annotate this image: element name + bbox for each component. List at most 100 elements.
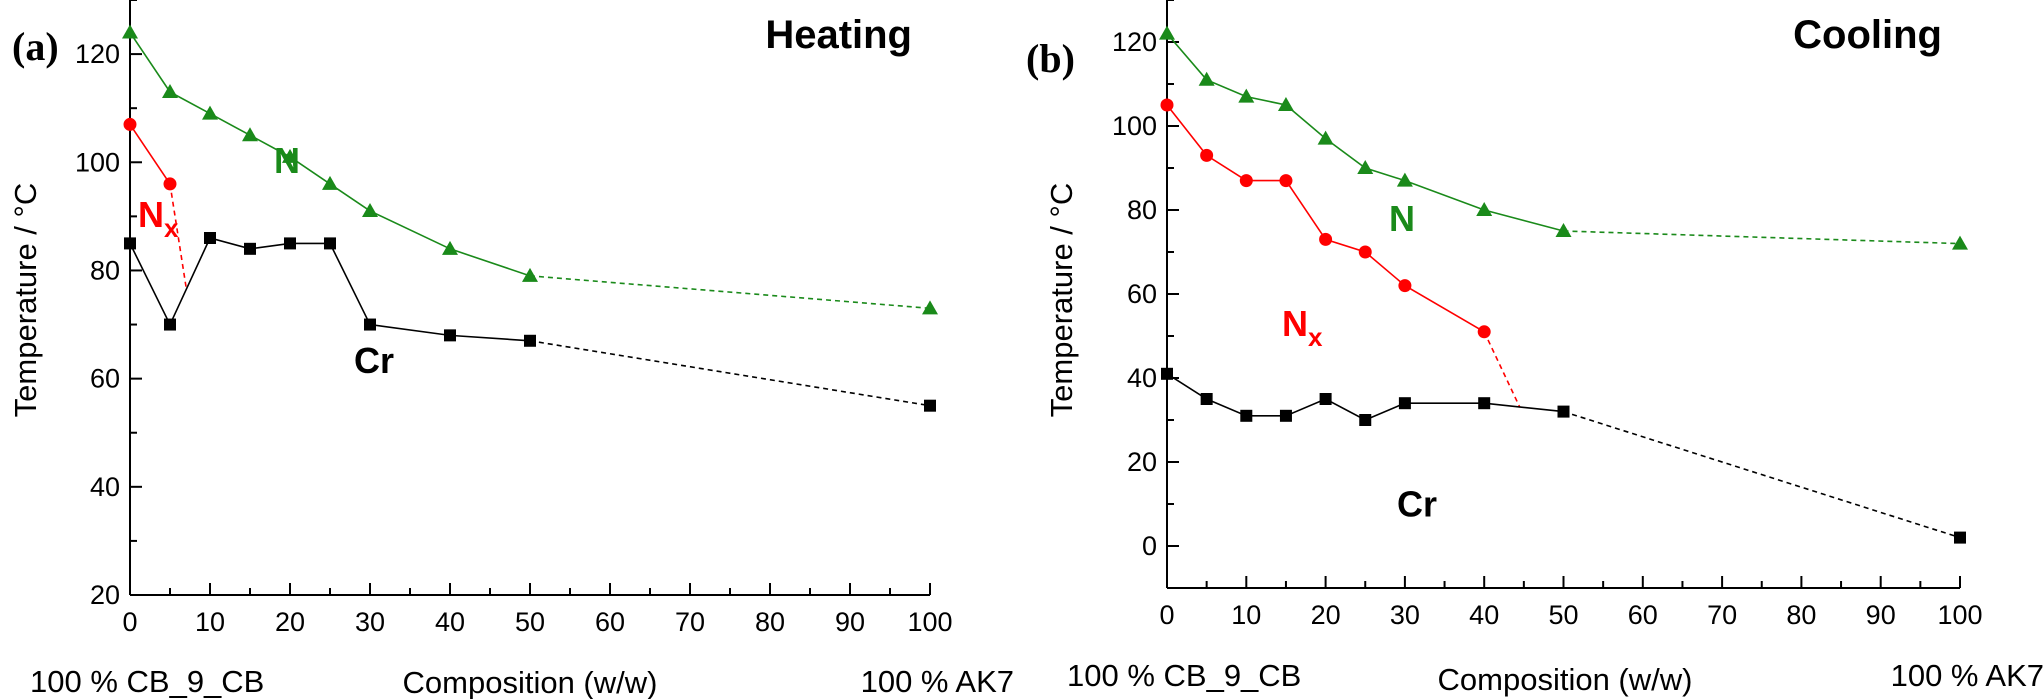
- series-n-point: [922, 300, 938, 315]
- series-n-point: [162, 83, 178, 98]
- series-n-point: [1952, 235, 1968, 250]
- series-n-point: [1357, 160, 1374, 174]
- left-end-label: 100 % CB_9_CB: [1067, 658, 1301, 693]
- series-nx-point: [163, 177, 177, 191]
- y-tick-label: 60: [90, 364, 120, 394]
- series-cr-point: [1200, 393, 1213, 405]
- series-nx-point: [1358, 245, 1372, 259]
- series-cr-point: [1359, 414, 1372, 426]
- series-nx-point: [1477, 325, 1491, 339]
- right-end-label: 100 % AK7: [1891, 658, 2044, 693]
- x-tick-label: 50: [1548, 600, 1578, 630]
- series-n-dashed-extension: [529, 275, 931, 310]
- x-axis-label: Composition (w/w): [1438, 662, 1693, 697]
- x-tick-label: 60: [595, 607, 625, 637]
- left-end-label: 100 % CB_9_CB: [30, 664, 264, 699]
- x-tick-label: 90: [1866, 600, 1896, 630]
- series-cr-dashed-extension: [529, 339, 931, 407]
- series-cr-line: [1166, 373, 1564, 421]
- series-nx-point: [1279, 174, 1293, 188]
- x-tick-label: 0: [1159, 600, 1174, 630]
- y-tick-label: 80: [90, 255, 120, 285]
- phase-label-cr: Cr: [1397, 484, 1437, 525]
- y-tick-label: 20: [90, 580, 120, 610]
- series-cr-point: [1279, 409, 1292, 422]
- series-n-line: [1166, 33, 1564, 232]
- series-cr-point: [1319, 393, 1332, 405]
- x-tick-label: 20: [1311, 600, 1341, 630]
- phase-label-n: N: [274, 140, 300, 181]
- series-cr-dashed-extension: [1563, 410, 1961, 539]
- series-nx-point: [1319, 232, 1333, 246]
- y-tick-label: 120: [1112, 27, 1157, 57]
- phase-label-nx: Nx: [138, 194, 179, 243]
- y-tick-label: 120: [75, 39, 120, 69]
- series-nx-dashed-extension: [1483, 331, 1521, 408]
- x-tick-label: 50: [515, 607, 545, 637]
- series-cr-point: [284, 237, 296, 250]
- x-tick-label: 90: [835, 607, 865, 637]
- x-tick-label: 100: [1937, 600, 1982, 630]
- x-tick-label: 30: [1390, 600, 1420, 630]
- series-n-point: [1198, 71, 1215, 86]
- x-tick-label: 10: [1231, 600, 1261, 630]
- series-n-point: [242, 127, 258, 142]
- cooling-panel: 0 10 20 30 40 50 60 70 80 90 100 0 20 40 60 80 100 120 Tem…: [1026, 0, 2044, 697]
- panel-title: Heating: [765, 13, 912, 57]
- y-tick-label: 20: [1127, 447, 1157, 477]
- phase-label-nx: Nx: [1282, 303, 1323, 352]
- right-end-label: 100 % AK7: [861, 664, 1014, 699]
- x-tick-label: 80: [755, 607, 785, 637]
- x-tick-label: 40: [435, 607, 465, 637]
- series-nx-point: [123, 117, 137, 131]
- series-n-point: [362, 202, 378, 217]
- series-cr-point: [924, 399, 936, 412]
- x-tick-label: 30: [355, 607, 385, 637]
- series-cr-point: [1161, 367, 1173, 380]
- y-axis-label: Temperature / °C: [8, 183, 43, 418]
- series-nx-point: [1398, 279, 1412, 293]
- series-cr-point: [1557, 405, 1570, 418]
- series-n-point: [1317, 130, 1334, 145]
- y-tick-label: 40: [1127, 363, 1157, 393]
- y-tick-label: 60: [1127, 279, 1157, 309]
- y-tick-label: 0: [1142, 531, 1157, 561]
- series-cr-point: [244, 242, 256, 255]
- x-tick-label: 70: [1707, 600, 1737, 630]
- series-n-point: [282, 148, 298, 163]
- series-nx-point: [1239, 174, 1253, 188]
- x-tick-label: 10: [195, 607, 225, 637]
- panel-letter: (b): [1026, 36, 1075, 81]
- series-cr-point: [524, 334, 536, 347]
- series-n-point: [442, 240, 458, 255]
- x-tick-label: 20: [275, 607, 305, 637]
- x-tick-label: 60: [1628, 600, 1658, 630]
- series-cr-point: [1954, 531, 1966, 544]
- phase-label-cr: Cr: [354, 340, 394, 381]
- series-cr-point: [444, 329, 456, 342]
- series-n-point: [1238, 88, 1255, 103]
- series-cr-point: [1478, 397, 1491, 410]
- y-tick-label: 80: [1127, 195, 1157, 225]
- series-n-point: [1159, 25, 1175, 40]
- series-cr-point: [124, 237, 136, 250]
- series-n-point: [1555, 223, 1572, 237]
- series-n-point: [1277, 97, 1294, 111]
- series-nx-line: [1166, 104, 1485, 333]
- series-n-point: [522, 267, 538, 282]
- panel-title: Cooling: [1793, 13, 1942, 57]
- series-n-dashed-extension: [1563, 230, 1961, 245]
- x-axis-label: Composition (w/w): [403, 665, 658, 699]
- x-tick-label: 0: [122, 607, 137, 637]
- y-tick-label: 40: [90, 472, 120, 502]
- x-tick-label: 40: [1469, 600, 1499, 630]
- series-cr-point: [1398, 397, 1411, 410]
- series-cr-point: [164, 318, 176, 331]
- series-cr-point: [1240, 409, 1253, 422]
- series-n-point: [202, 105, 218, 120]
- series-cr-line: [129, 237, 531, 342]
- series-nx-point: [1160, 98, 1174, 112]
- series-n-point: [1396, 172, 1413, 187]
- x-tick-label: 100: [907, 607, 952, 637]
